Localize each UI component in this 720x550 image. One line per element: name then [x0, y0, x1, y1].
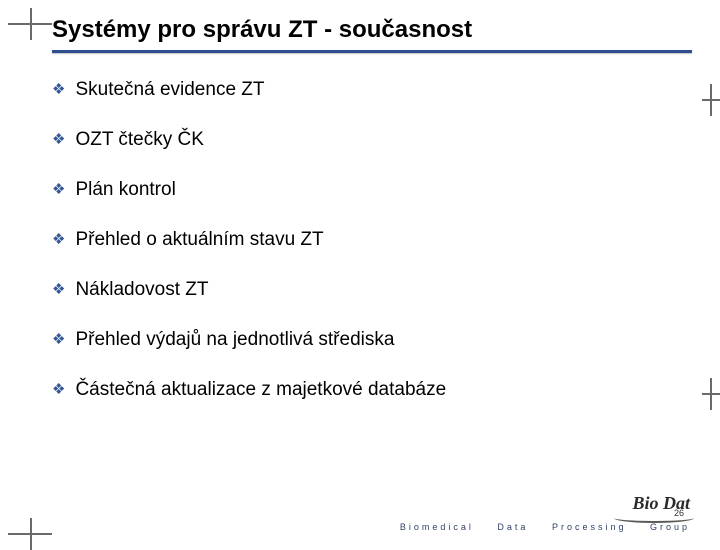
bullet-list: ❖ Skutečná evidence ZT ❖ OZT čtečky ČK ❖… — [52, 78, 660, 428]
tagline-word: Data — [497, 522, 528, 532]
list-item: ❖ OZT čtečky ČK — [52, 128, 660, 152]
tagline-word: Biomedical — [400, 522, 474, 532]
list-item: ❖ Přehled výdajů na jednotlivá střediska — [52, 328, 660, 352]
list-item: ❖ Částečná aktualizace z majetkové datab… — [52, 378, 660, 402]
tagline-word: Group — [650, 522, 690, 532]
footer-tagline: Biomedical Data Processing Group — [400, 522, 690, 532]
bullet-text: Přehled výdajů na jednotlivá střediska — [75, 328, 394, 352]
diamond-bullet-icon: ❖ — [52, 378, 65, 402]
slide: Systémy pro správu ZT - současnost ❖ Sku… — [0, 0, 720, 540]
diamond-bullet-icon: ❖ — [52, 228, 65, 252]
diamond-bullet-icon: ❖ — [52, 278, 65, 302]
title-underline — [52, 50, 692, 53]
bullet-text: Přehled o aktuálním stavu ZT — [75, 228, 323, 252]
list-item: ❖ Nákladovost ZT — [52, 278, 660, 302]
bullet-text: Skutečná evidence ZT — [75, 78, 264, 102]
diamond-bullet-icon: ❖ — [52, 78, 65, 102]
list-item: ❖ Přehled o aktuálním stavu ZT — [52, 228, 660, 252]
title-block: Systémy pro správu ZT - současnost — [52, 16, 692, 53]
list-item: ❖ Plán kontrol — [52, 178, 660, 202]
page-number: 26 — [674, 508, 684, 518]
diamond-bullet-icon: ❖ — [52, 328, 65, 352]
bullet-text: Plán kontrol — [75, 178, 175, 202]
tagline-word: Processing — [552, 522, 627, 532]
bullet-text: OZT čtečky ČK — [75, 128, 203, 152]
bullet-text: Nákladovost ZT — [75, 278, 208, 302]
list-item: ❖ Skutečná evidence ZT — [52, 78, 660, 102]
logo: Bio Dat 26 — [400, 486, 690, 520]
footer: Bio Dat 26 Biomedical Data Processing Gr… — [400, 486, 690, 532]
diamond-bullet-icon: ❖ — [52, 178, 65, 202]
bullet-text: Částečná aktualizace z majetkové databáz… — [75, 378, 446, 402]
slide-title: Systémy pro správu ZT - současnost — [52, 16, 692, 50]
diamond-bullet-icon: ❖ — [52, 128, 65, 152]
